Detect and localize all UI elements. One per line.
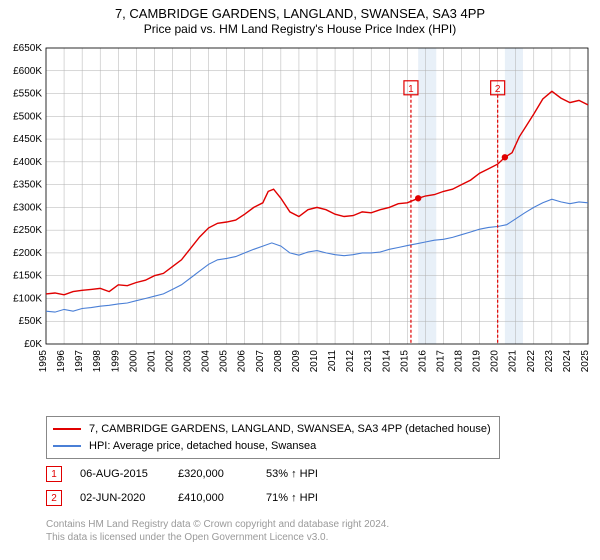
sale-marker-icon: 2: [46, 490, 62, 506]
sales-row: 1 06-AUG-2015 £320,000 53% ↑ HPI: [46, 462, 346, 486]
svg-text:£0K: £0K: [24, 339, 42, 350]
sale-marker-icon: 1: [46, 466, 62, 482]
legend-label: HPI: Average price, detached house, Swan…: [89, 438, 316, 455]
legend-row: HPI: Average price, detached house, Swan…: [53, 438, 491, 455]
svg-text:£100K: £100K: [13, 293, 42, 304]
svg-text:1997: 1997: [74, 350, 85, 373]
arrow-up-icon: ↑: [291, 492, 297, 504]
svg-text:£650K: £650K: [13, 44, 42, 54]
svg-text:2005: 2005: [219, 350, 230, 373]
svg-text:£600K: £600K: [13, 66, 42, 77]
svg-text:£550K: £550K: [13, 89, 42, 100]
svg-text:2001: 2001: [146, 350, 157, 373]
attribution-line: Contains HM Land Registry data © Crown c…: [46, 518, 389, 531]
attribution-line: This data is licensed under the Open Gov…: [46, 531, 389, 544]
svg-text:£450K: £450K: [13, 134, 42, 145]
svg-text:2010: 2010: [309, 350, 320, 373]
svg-text:2015: 2015: [399, 350, 410, 373]
svg-text:2007: 2007: [255, 350, 266, 373]
svg-text:1995: 1995: [38, 350, 49, 373]
svg-text:2014: 2014: [381, 350, 392, 373]
legend: 7, CAMBRIDGE GARDENS, LANGLAND, SWANSEA,…: [46, 416, 500, 459]
svg-text:1998: 1998: [92, 350, 103, 373]
sale-price: £410,000: [178, 492, 248, 504]
svg-text:2009: 2009: [291, 350, 302, 373]
svg-text:£400K: £400K: [13, 157, 42, 168]
sale-pct: 53% ↑ HPI: [266, 468, 346, 480]
legend-row: 7, CAMBRIDGE GARDENS, LANGLAND, SWANSEA,…: [53, 421, 491, 438]
svg-text:1996: 1996: [56, 350, 67, 373]
svg-text:2003: 2003: [183, 350, 194, 373]
svg-text:£500K: £500K: [13, 111, 42, 122]
arrow-up-icon: ↑: [291, 468, 297, 480]
svg-text:2017: 2017: [435, 350, 446, 373]
svg-text:2011: 2011: [327, 350, 338, 372]
chart-subtitle: Price paid vs. HM Land Registry's House …: [0, 22, 600, 37]
svg-text:2012: 2012: [345, 350, 356, 373]
svg-text:2018: 2018: [454, 350, 465, 373]
sale-date: 06-AUG-2015: [80, 468, 160, 480]
chart-title: 7, CAMBRIDGE GARDENS, LANGLAND, SWANSEA,…: [0, 6, 600, 22]
svg-text:2000: 2000: [128, 350, 139, 373]
svg-text:2020: 2020: [490, 350, 501, 373]
sale-pct: 71% ↑ HPI: [266, 492, 346, 504]
svg-text:1: 1: [408, 84, 414, 95]
svg-text:2025: 2025: [580, 350, 591, 373]
svg-text:£50K: £50K: [19, 316, 43, 327]
svg-text:£200K: £200K: [13, 248, 42, 259]
legend-swatch: [53, 445, 81, 447]
chart-title-block: 7, CAMBRIDGE GARDENS, LANGLAND, SWANSEA,…: [0, 0, 600, 37]
svg-text:2008: 2008: [273, 350, 284, 373]
svg-text:£300K: £300K: [13, 202, 42, 213]
sale-date: 02-JUN-2020: [80, 492, 160, 504]
svg-text:£150K: £150K: [13, 271, 42, 282]
chart-svg: £0K £50K £100K £150K £200K £250K £300K £350K £40…: [0, 44, 600, 408]
svg-text:2022: 2022: [526, 350, 537, 373]
attribution: Contains HM Land Registry data © Crown c…: [46, 518, 389, 544]
svg-text:2006: 2006: [237, 350, 248, 373]
sale-price: £320,000: [178, 468, 248, 480]
svg-text:1999: 1999: [110, 350, 121, 373]
svg-text:2002: 2002: [164, 350, 175, 373]
svg-text:£350K: £350K: [13, 180, 42, 191]
price-chart: £0K £50K £100K £150K £200K £250K £300K £350K £40…: [0, 44, 600, 408]
svg-text:2019: 2019: [472, 350, 483, 373]
svg-text:2: 2: [495, 84, 501, 95]
sales-row: 2 02-JUN-2020 £410,000 71% ↑ HPI: [46, 486, 346, 510]
legend-label: 7, CAMBRIDGE GARDENS, LANGLAND, SWANSEA,…: [89, 421, 491, 438]
svg-text:2013: 2013: [363, 350, 374, 373]
svg-text:2016: 2016: [417, 350, 428, 373]
svg-text:£250K: £250K: [13, 225, 42, 236]
svg-text:2004: 2004: [201, 350, 212, 373]
svg-text:2021: 2021: [508, 350, 519, 373]
svg-text:2023: 2023: [544, 350, 555, 373]
sales-table: 1 06-AUG-2015 £320,000 53% ↑ HPI 2 02-JU…: [46, 462, 346, 510]
svg-text:2024: 2024: [562, 350, 573, 373]
legend-swatch: [53, 428, 81, 430]
